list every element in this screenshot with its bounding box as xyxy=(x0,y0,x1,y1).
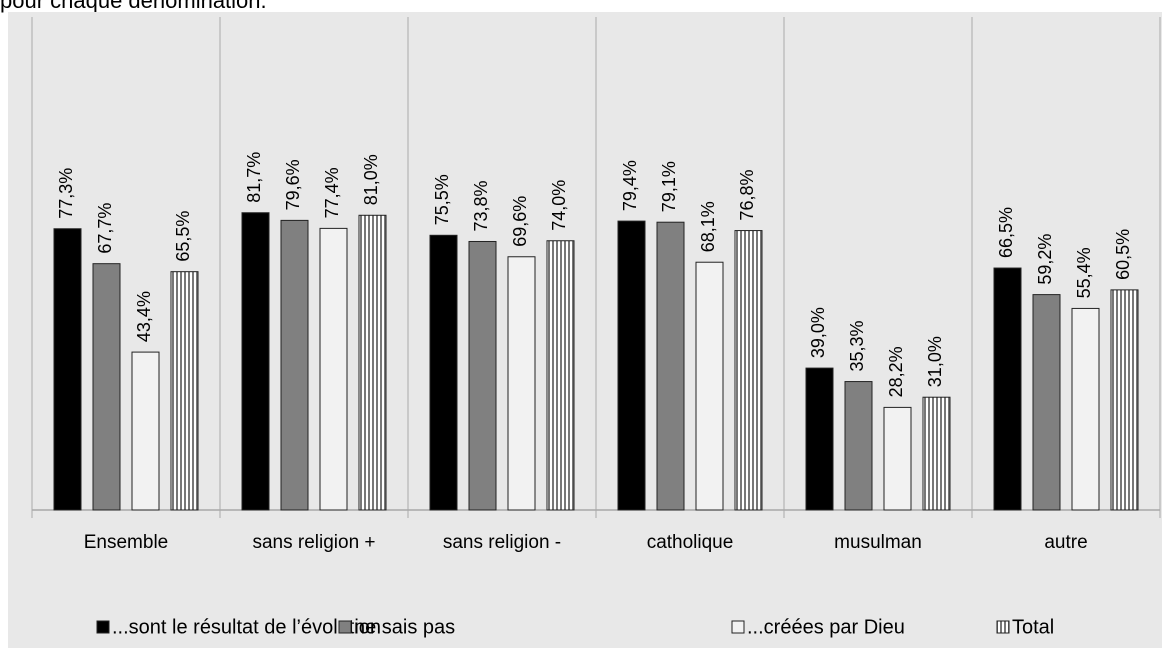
data-label: 39,0% xyxy=(808,307,828,358)
data-label: 77,3% xyxy=(56,168,76,219)
data-label: 73,8% xyxy=(471,180,491,231)
bar xyxy=(507,256,536,511)
bar xyxy=(358,214,387,511)
bar xyxy=(805,367,834,511)
bar xyxy=(883,406,912,511)
legend-label: ...sont le résultat de l’évolution xyxy=(112,616,381,638)
data-label: 67,7% xyxy=(95,203,115,254)
data-label: 81,7% xyxy=(244,152,264,203)
data-label: 79,6% xyxy=(283,159,303,210)
data-label: 55,4% xyxy=(1074,247,1094,298)
bar xyxy=(92,263,121,511)
bar xyxy=(922,396,951,511)
data-label: 35,3% xyxy=(847,321,867,372)
bar xyxy=(241,212,270,511)
bar xyxy=(695,261,724,511)
data-label: 79,1% xyxy=(659,161,679,212)
data-label: 69,6% xyxy=(510,196,530,247)
x-tick-label: autre xyxy=(1044,532,1087,553)
data-label: 74,0% xyxy=(549,180,569,231)
bar xyxy=(429,234,458,511)
x-tick-label: Ensemble xyxy=(84,532,169,553)
data-label: 28,2% xyxy=(886,346,906,397)
legend-label: Total xyxy=(1012,616,1054,638)
data-label: 81,0% xyxy=(361,154,381,205)
bar xyxy=(844,381,873,511)
legend-swatch xyxy=(996,620,1010,634)
bar xyxy=(280,219,309,511)
legend-swatch xyxy=(731,620,745,634)
data-label: 75,5% xyxy=(432,174,452,225)
bar xyxy=(617,220,646,511)
bar xyxy=(546,240,575,511)
data-label: 59,2% xyxy=(1035,234,1055,285)
x-tick-label: sans religion - xyxy=(443,532,561,553)
legend-label: ne sais pas xyxy=(354,616,455,638)
bar xyxy=(1032,294,1061,511)
data-label: 76,8% xyxy=(737,170,757,221)
chart-title: pour chaque dénomination. xyxy=(0,0,267,13)
bar xyxy=(170,271,199,511)
bar xyxy=(734,230,763,511)
data-label: 66,5% xyxy=(996,207,1016,258)
chart-background xyxy=(8,12,1162,648)
legend-swatch xyxy=(96,620,110,634)
bar xyxy=(1110,289,1139,511)
data-label: 68,1% xyxy=(698,201,718,252)
bar xyxy=(656,221,685,511)
data-label: 79,4% xyxy=(620,160,640,211)
legend-label: ...créées par Dieu xyxy=(747,616,905,638)
x-tick-label: catholique xyxy=(647,532,734,553)
bar xyxy=(53,228,82,511)
data-label: 60,5% xyxy=(1113,229,1133,280)
bar xyxy=(319,227,348,511)
x-tick-label: musulman xyxy=(834,532,922,553)
bar xyxy=(468,240,497,511)
data-label: 65,5% xyxy=(173,211,193,262)
bar xyxy=(993,267,1022,511)
bar xyxy=(1071,307,1100,511)
data-label: 77,4% xyxy=(322,167,342,218)
legend-swatch xyxy=(338,620,352,634)
bar xyxy=(131,351,160,511)
data-label: 31,0% xyxy=(925,336,945,387)
data-label: 43,4% xyxy=(134,291,154,342)
x-tick-label: sans religion + xyxy=(252,532,375,553)
